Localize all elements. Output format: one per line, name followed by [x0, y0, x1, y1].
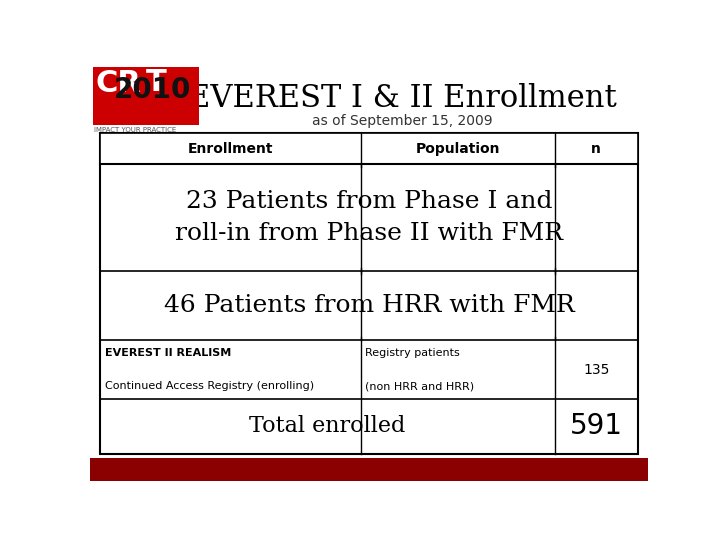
Text: 46 Patients from HRR with FMR: 46 Patients from HRR with FMR — [163, 294, 575, 317]
Bar — [100, 133, 638, 454]
Bar — [93, 67, 199, 125]
Text: as of September 15, 2009: as of September 15, 2009 — [312, 114, 492, 128]
Text: EVEREST I & II Enrollment: EVEREST I & II Enrollment — [188, 83, 617, 113]
Bar — [100, 133, 638, 164]
Text: (non HRR and HRR): (non HRR and HRR) — [365, 381, 474, 391]
Text: 23 Patients from Phase I and
roll-in from Phase II with FMR: 23 Patients from Phase I and roll-in fro… — [175, 190, 563, 245]
Text: Registry patients: Registry patients — [365, 348, 460, 358]
Text: EVEREST II REALISM: EVEREST II REALISM — [104, 348, 230, 358]
Bar — [90, 458, 648, 481]
Text: T: T — [145, 68, 166, 97]
Text: Continued Access Registry (enrolling): Continued Access Registry (enrolling) — [104, 381, 314, 391]
Text: Total enrolled: Total enrolled — [249, 415, 405, 437]
Text: 591: 591 — [570, 413, 623, 440]
Text: CR: CR — [96, 69, 141, 98]
Text: IMPACT YOUR PRACTICE: IMPACT YOUR PRACTICE — [94, 127, 176, 133]
Text: 2010: 2010 — [114, 76, 192, 104]
Text: n: n — [591, 141, 601, 156]
Text: Enrollment: Enrollment — [188, 141, 273, 156]
Text: 135: 135 — [583, 362, 609, 376]
Text: Population: Population — [415, 141, 500, 156]
